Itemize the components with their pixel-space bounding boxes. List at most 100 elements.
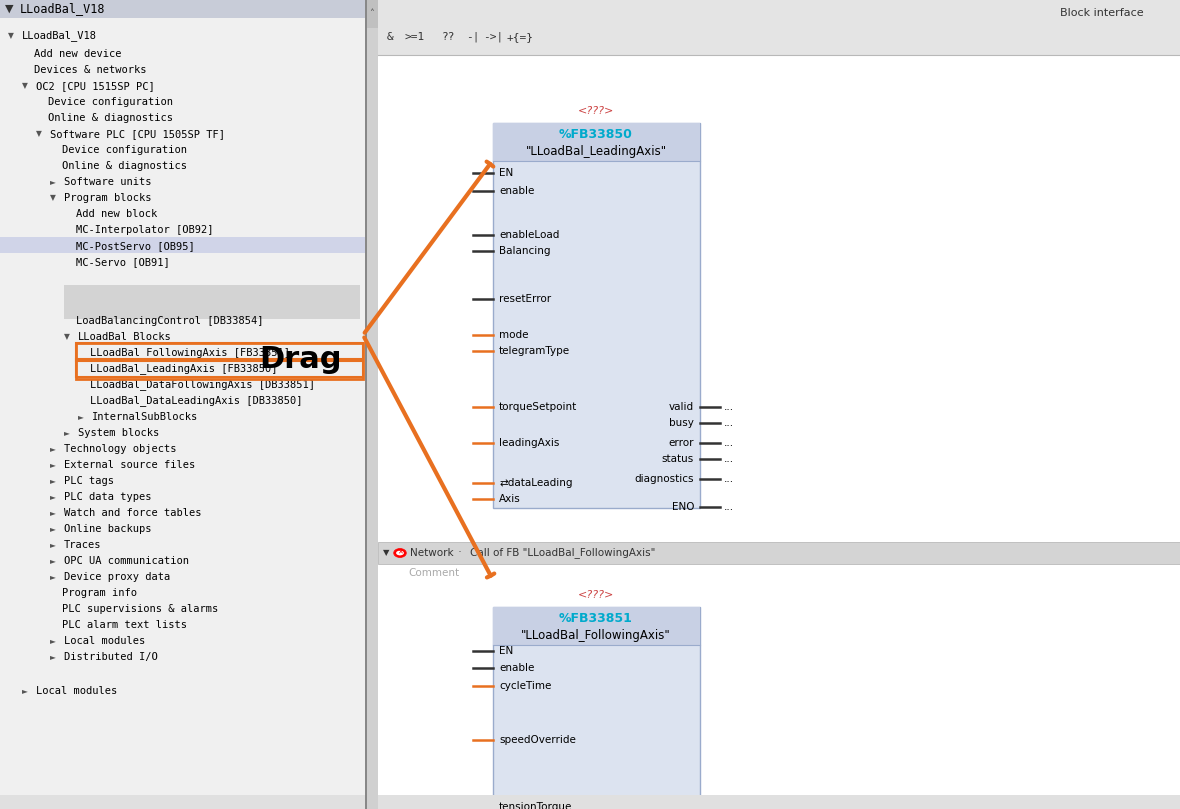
Text: ->|: ->| [483,32,503,42]
Text: Software PLC [CPU 1505SP TF]: Software PLC [CPU 1505SP TF] [50,129,225,139]
Text: ►: ► [50,460,55,469]
Text: ...: ... [725,418,734,428]
Text: EN: EN [499,168,513,178]
Text: ▼: ▼ [22,82,28,91]
Text: Software units: Software units [64,177,151,187]
Text: resetError: resetError [499,294,551,304]
Text: ...: ... [725,454,734,464]
Text: ►: ► [64,429,70,438]
Text: LLoadBal_FollowingAxis [FB33851]: LLoadBal_FollowingAxis [FB33851] [90,348,290,358]
Bar [493,123,700,508]
Text: Online & diagnostics: Online & diagnostics [48,113,173,123]
Text: ►: ► [50,509,55,518]
Text: tensionTorque: tensionTorque [499,802,572,809]
Text: ►: ► [50,573,55,582]
Text: Block interface: Block interface [1060,8,1143,18]
Bar [365,0,378,28]
Text: ✕: ✕ [396,550,402,556]
Text: ⇄dataLeading: ⇄dataLeading [499,478,572,488]
Text: ►: ► [50,444,55,454]
Bar [365,0,367,809]
Text: System blocks: System blocks [78,428,159,438]
Text: OC2 [CPU 1515SP PC]: OC2 [CPU 1515SP PC] [37,81,155,91]
Text: LoadBalancingControl [DB33854]: LoadBalancingControl [DB33854] [76,316,263,326]
Text: Program info: Program info [63,588,137,598]
Text: Technology objects: Technology objects [64,444,177,454]
Text: PLC data types: PLC data types [64,492,151,502]
Text: ...: ... [725,402,734,412]
Text: ·: · [458,547,463,560]
Text: MC-PostServo [OB95]: MC-PostServo [OB95] [76,241,195,251]
Text: MC-Servo [OB91]: MC-Servo [OB91] [76,257,170,267]
Text: ►: ► [50,557,55,565]
Circle shape [394,549,406,557]
Text: ▼: ▼ [384,549,389,557]
Text: ...: ... [725,502,734,512]
Bar [0,237,365,253]
Text: PLC tags: PLC tags [64,476,114,486]
Text: ▼: ▼ [37,129,41,138]
Text: LLoadBal_DataLeadingAxis [DB33850]: LLoadBal_DataLeadingAxis [DB33850] [90,396,302,406]
Text: <???>: <???> [578,106,614,116]
Text: Distributed I/O: Distributed I/O [64,652,158,662]
Text: LLoadBal_V18: LLoadBal_V18 [20,2,105,15]
Text: "LLoadBal_FollowingAxis": "LLoadBal_FollowingAxis" [522,629,671,642]
Text: >=1: >=1 [405,32,425,42]
Bar [493,607,700,807]
Text: ??: ?? [441,32,454,42]
Text: ˄: ˄ [369,9,374,19]
Text: Axis: Axis [499,494,520,504]
Text: ►: ► [50,637,55,646]
Text: Drag: Drag [258,345,341,375]
Bar [493,607,700,645]
Text: ►: ► [50,653,55,662]
Text: ▼: ▼ [8,32,14,40]
Text: LLoadBal_V18: LLoadBal_V18 [22,31,97,41]
Text: ENO: ENO [671,502,694,512]
Text: Balancing: Balancing [499,246,551,256]
Text: Watch and force tables: Watch and force tables [64,508,202,518]
Text: +{=}: +{=} [506,32,533,42]
Text: Network: Network [409,548,453,558]
Text: PLC supervisions & alarms: PLC supervisions & alarms [63,604,218,614]
Text: Add new block: Add new block [76,209,157,219]
Bar [0,795,365,809]
Text: Comment: Comment [408,568,459,578]
Bar [378,0,1180,55]
Bar [378,0,1180,809]
Text: enableLoad: enableLoad [499,230,559,240]
Bar [493,123,700,161]
Text: Device proxy data: Device proxy data [64,572,170,582]
Circle shape [395,549,405,557]
Text: &: & [387,32,393,42]
Text: status: status [662,454,694,464]
Text: ▼: ▼ [5,4,13,14]
Text: Program blocks: Program blocks [64,193,151,203]
Text: OPC UA communication: OPC UA communication [64,556,189,566]
Text: ►: ► [50,540,55,549]
Text: LLoadBal_DataFollowingAxis [DB33851]: LLoadBal_DataFollowingAxis [DB33851] [90,379,315,391]
Text: ►: ► [50,524,55,533]
Text: ►: ► [50,477,55,485]
Text: Devices & networks: Devices & networks [34,65,146,75]
Text: ►: ► [50,177,55,187]
Text: diagnostics: diagnostics [635,474,694,484]
Text: speedOverride: speedOverride [499,735,576,745]
Text: "LLoadBal_LeadingAxis": "LLoadBal_LeadingAxis" [525,145,667,158]
Text: InternalSubBlocks: InternalSubBlocks [92,412,198,422]
Text: Local modules: Local modules [64,636,145,646]
Text: valid: valid [669,402,694,412]
Bar [76,359,363,377]
Text: Device configuration: Device configuration [48,97,173,107]
Text: enable: enable [499,663,535,673]
Text: mode: mode [499,330,529,340]
Text: MC-Interpolator [OB92]: MC-Interpolator [OB92] [76,225,214,235]
Text: cycleTime: cycleTime [499,681,551,691]
Text: Traces: Traces [64,540,101,550]
Bar [76,343,363,379]
Text: error: error [669,438,694,448]
Text: LLoadBal_Blocks: LLoadBal_Blocks [78,332,172,342]
Text: enable: enable [499,186,535,196]
Bar [76,343,363,361]
Bar [378,542,1180,564]
